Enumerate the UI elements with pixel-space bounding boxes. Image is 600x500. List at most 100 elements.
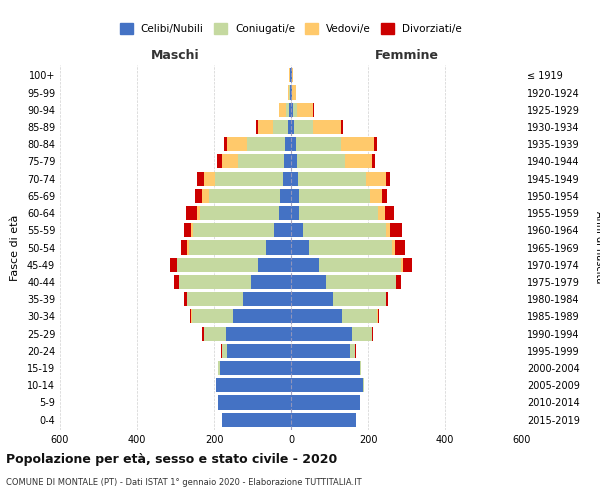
- Bar: [288, 120, 291, 134]
- Bar: [291, 412, 356, 426]
- Bar: [291, 240, 310, 254]
- Bar: [319, 258, 401, 272]
- Bar: [299, 189, 370, 203]
- Bar: [200, 206, 278, 220]
- Bar: [396, 275, 397, 289]
- Bar: [187, 292, 243, 306]
- Bar: [238, 154, 284, 168]
- Bar: [341, 137, 374, 152]
- Text: Maschi: Maschi: [151, 48, 200, 62]
- Bar: [179, 275, 251, 289]
- Text: COMUNE DI MONTALE (PT) - Dati ISTAT 1° gennaio 2020 - Elaborazione TUTTITALIA.IT: COMUNE DI MONTALE (PT) - Dati ISTAT 1° g…: [6, 478, 362, 487]
- Bar: [386, 223, 389, 238]
- Bar: [187, 240, 189, 254]
- Bar: [256, 120, 258, 134]
- Bar: [350, 344, 355, 358]
- Bar: [291, 206, 299, 220]
- Bar: [372, 154, 375, 168]
- Bar: [386, 172, 391, 185]
- Bar: [218, 396, 291, 409]
- Bar: [386, 292, 388, 306]
- Bar: [222, 412, 291, 426]
- Bar: [302, 223, 386, 238]
- Bar: [193, 223, 274, 238]
- Bar: [289, 102, 291, 117]
- Bar: [227, 137, 247, 152]
- Bar: [297, 102, 313, 117]
- Bar: [222, 154, 238, 168]
- Bar: [291, 68, 292, 82]
- Bar: [170, 258, 176, 272]
- Bar: [266, 240, 291, 254]
- Bar: [326, 275, 396, 289]
- Bar: [299, 206, 379, 220]
- Bar: [291, 258, 319, 272]
- Bar: [290, 68, 291, 82]
- Bar: [243, 292, 291, 306]
- Bar: [401, 258, 403, 272]
- Bar: [291, 292, 332, 306]
- Bar: [181, 240, 187, 254]
- Bar: [313, 120, 341, 134]
- Bar: [352, 326, 372, 340]
- Bar: [341, 120, 343, 134]
- Bar: [224, 137, 227, 152]
- Bar: [190, 310, 191, 324]
- Text: Femmine: Femmine: [374, 48, 439, 62]
- Bar: [291, 102, 293, 117]
- Bar: [298, 172, 367, 185]
- Bar: [342, 310, 377, 324]
- Bar: [191, 310, 233, 324]
- Bar: [395, 240, 406, 254]
- Bar: [285, 137, 291, 152]
- Bar: [202, 326, 204, 340]
- Bar: [286, 102, 289, 117]
- Bar: [291, 86, 292, 100]
- Bar: [202, 189, 209, 203]
- Bar: [178, 258, 258, 272]
- Legend: Celibi/Nubili, Coniugati/e, Vedovi/e, Divorziati/e: Celibi/Nubili, Coniugati/e, Vedovi/e, Di…: [116, 19, 466, 38]
- Bar: [291, 189, 299, 203]
- Bar: [272, 120, 288, 134]
- Bar: [372, 326, 373, 340]
- Bar: [258, 258, 291, 272]
- Bar: [278, 206, 291, 220]
- Bar: [291, 223, 302, 238]
- Bar: [280, 189, 291, 203]
- Bar: [186, 206, 197, 220]
- Bar: [374, 137, 377, 152]
- Y-axis label: Fasce di età: Fasce di età: [10, 214, 20, 280]
- Bar: [233, 310, 291, 324]
- Bar: [197, 206, 200, 220]
- Bar: [291, 361, 359, 375]
- Bar: [284, 154, 291, 168]
- Bar: [227, 344, 291, 358]
- Bar: [292, 68, 293, 82]
- Bar: [174, 275, 179, 289]
- Bar: [283, 172, 291, 185]
- Bar: [291, 396, 359, 409]
- Bar: [209, 189, 280, 203]
- Bar: [293, 102, 297, 117]
- Bar: [251, 275, 291, 289]
- Bar: [379, 206, 385, 220]
- Bar: [392, 240, 395, 254]
- Bar: [195, 189, 202, 203]
- Bar: [370, 189, 382, 203]
- Bar: [296, 137, 341, 152]
- Bar: [274, 223, 291, 238]
- Bar: [226, 326, 291, 340]
- Text: Popolazione per età, sesso e stato civile - 2020: Popolazione per età, sesso e stato civil…: [6, 452, 337, 466]
- Bar: [197, 172, 203, 185]
- Bar: [176, 258, 178, 272]
- Bar: [389, 223, 402, 238]
- Bar: [294, 120, 313, 134]
- Bar: [220, 361, 291, 375]
- Bar: [216, 378, 291, 392]
- Bar: [205, 326, 226, 340]
- Bar: [184, 292, 187, 306]
- Bar: [345, 154, 372, 168]
- Bar: [292, 86, 296, 100]
- Bar: [291, 275, 326, 289]
- Bar: [291, 378, 364, 392]
